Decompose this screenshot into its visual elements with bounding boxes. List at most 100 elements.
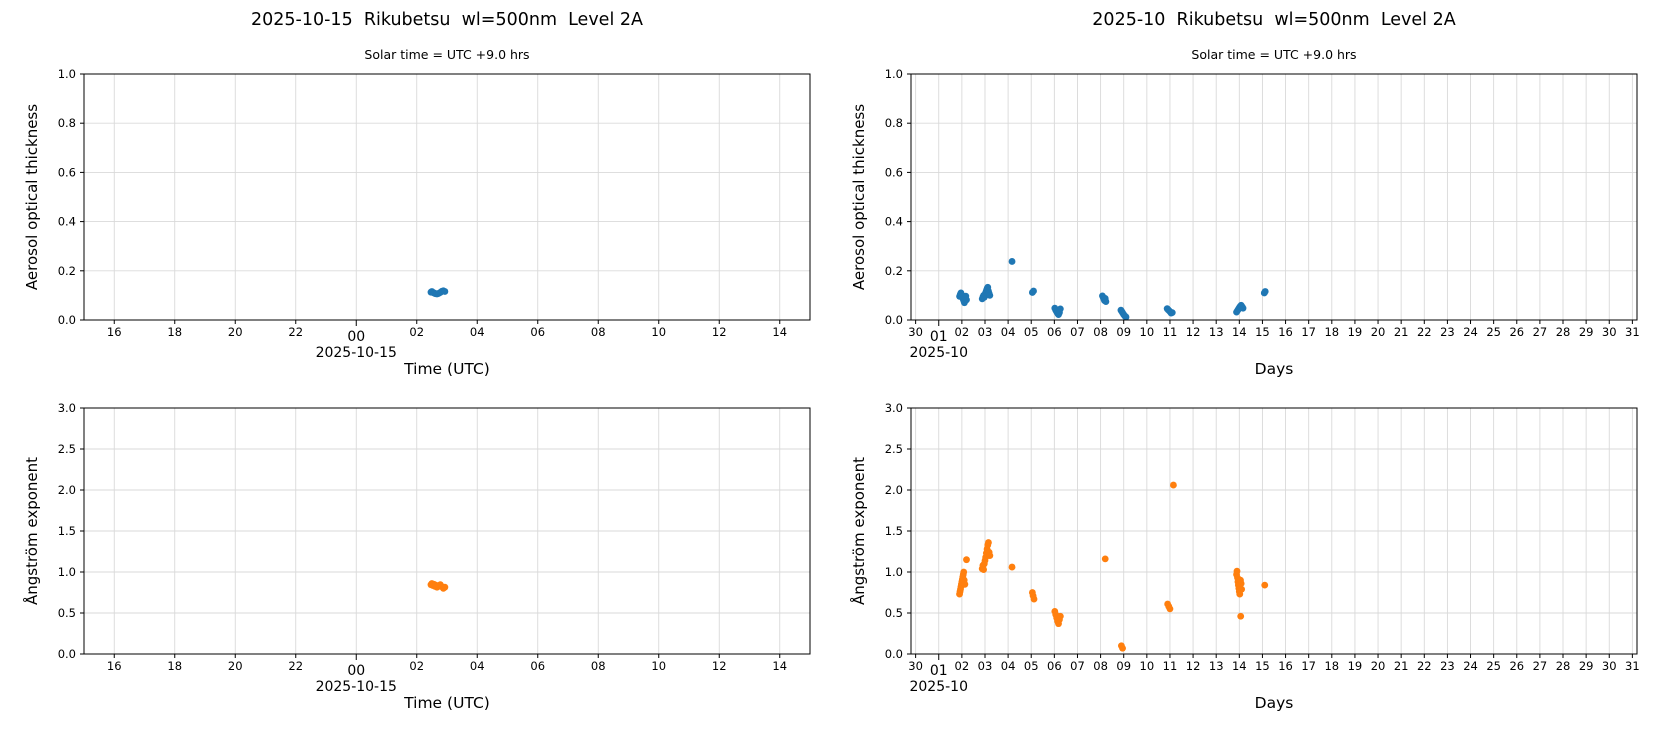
- svg-text:26: 26: [1509, 325, 1524, 339]
- svg-text:25: 25: [1486, 325, 1501, 339]
- svg-text:30: 30: [1602, 325, 1617, 339]
- svg-text:0.6: 0.6: [58, 165, 76, 179]
- svg-text:06: 06: [1047, 325, 1062, 339]
- svg-text:08: 08: [1093, 659, 1108, 673]
- svg-text:2.0: 2.0: [885, 483, 903, 497]
- svg-text:10: 10: [651, 659, 666, 673]
- svg-text:28: 28: [1556, 659, 1571, 673]
- svg-text:22: 22: [1417, 659, 1432, 673]
- svg-text:17: 17: [1301, 659, 1316, 673]
- angstrom-monthly-ylabel: Ångström exponent: [850, 456, 868, 606]
- svg-text:2.0: 2.0: [58, 483, 76, 497]
- svg-text:14: 14: [772, 659, 787, 673]
- svg-text:09: 09: [1116, 325, 1131, 339]
- svg-text:04: 04: [470, 325, 485, 339]
- svg-text:31: 31: [1625, 659, 1640, 673]
- svg-text:10: 10: [651, 325, 666, 339]
- svg-text:01: 01: [930, 329, 948, 345]
- svg-text:05: 05: [1024, 325, 1039, 339]
- svg-text:12: 12: [712, 325, 727, 339]
- svg-text:19: 19: [1348, 659, 1363, 673]
- svg-text:2025-10-15: 2025-10-15: [316, 679, 397, 695]
- svg-text:06: 06: [1047, 659, 1062, 673]
- svg-text:30: 30: [908, 325, 923, 339]
- svg-text:0.5: 0.5: [58, 606, 76, 620]
- svg-text:2025-10: 2025-10: [909, 345, 968, 361]
- svg-text:23: 23: [1440, 325, 1455, 339]
- svg-text:03: 03: [978, 659, 993, 673]
- angstrom-daily-ylabel: Ångström exponent: [23, 456, 41, 606]
- svg-text:27: 27: [1533, 659, 1548, 673]
- svg-text:16: 16: [107, 325, 122, 339]
- svg-text:0.2: 0.2: [58, 264, 76, 278]
- svg-text:00: 00: [347, 329, 365, 345]
- angstrom-daily-xlabel: Time (UTC): [404, 694, 490, 712]
- svg-text:12: 12: [712, 659, 727, 673]
- svg-text:19: 19: [1348, 325, 1363, 339]
- svg-text:0.8: 0.8: [885, 116, 903, 130]
- left-subtitle: Solar time = UTC +9.0 hrs: [364, 47, 530, 62]
- svg-text:00: 00: [347, 663, 365, 679]
- svg-text:06: 06: [530, 325, 545, 339]
- svg-text:0.5: 0.5: [885, 606, 903, 620]
- svg-text:24: 24: [1463, 325, 1478, 339]
- svg-text:1.5: 1.5: [885, 524, 903, 538]
- svg-text:10: 10: [1140, 659, 1155, 673]
- svg-text:22: 22: [1417, 325, 1432, 339]
- svg-text:1.0: 1.0: [58, 67, 76, 81]
- svg-text:1.0: 1.0: [58, 565, 76, 579]
- svg-text:04: 04: [470, 659, 485, 673]
- svg-text:23: 23: [1440, 659, 1455, 673]
- svg-text:20: 20: [228, 659, 243, 673]
- svg-text:22: 22: [288, 659, 303, 673]
- svg-text:1.0: 1.0: [885, 67, 903, 81]
- svg-text:20: 20: [1371, 325, 1386, 339]
- angstrom-monthly-xlabel: Days: [1254, 694, 1294, 712]
- svg-text:08: 08: [591, 325, 606, 339]
- svg-text:2.5: 2.5: [885, 442, 903, 456]
- svg-text:15: 15: [1255, 659, 1270, 673]
- svg-text:18: 18: [1324, 325, 1339, 339]
- svg-text:0.0: 0.0: [58, 647, 76, 661]
- svg-text:12: 12: [1186, 325, 1201, 339]
- svg-text:0.0: 0.0: [885, 313, 903, 327]
- svg-text:0.2: 0.2: [885, 264, 903, 278]
- svg-text:06: 06: [530, 659, 545, 673]
- svg-text:21: 21: [1394, 325, 1409, 339]
- svg-text:2025-10: 2025-10: [909, 679, 968, 695]
- svg-text:3.0: 3.0: [885, 401, 903, 415]
- aot-monthly-xlabel: Days: [1254, 360, 1294, 378]
- svg-text:22: 22: [288, 325, 303, 339]
- svg-text:14: 14: [1232, 659, 1247, 673]
- svg-text:25: 25: [1486, 659, 1501, 673]
- svg-text:0.8: 0.8: [58, 116, 76, 130]
- svg-text:3.0: 3.0: [58, 401, 76, 415]
- svg-text:20: 20: [1371, 659, 1386, 673]
- svg-text:0.4: 0.4: [58, 215, 76, 229]
- svg-text:30: 30: [1602, 659, 1617, 673]
- svg-text:20: 20: [228, 325, 243, 339]
- svg-text:14: 14: [772, 325, 787, 339]
- svg-text:12: 12: [1186, 659, 1201, 673]
- svg-text:26: 26: [1509, 659, 1524, 673]
- svg-text:29: 29: [1579, 659, 1594, 673]
- svg-text:24: 24: [1463, 659, 1478, 673]
- svg-text:07: 07: [1070, 325, 1085, 339]
- svg-text:21: 21: [1394, 659, 1409, 673]
- svg-text:05: 05: [1024, 659, 1039, 673]
- left-column-title: 2025-10-15 Rikubetsu wl=500nm Level 2A: [251, 10, 643, 30]
- svg-text:04: 04: [1001, 325, 1016, 339]
- svg-text:0.0: 0.0: [58, 313, 76, 327]
- svg-text:13: 13: [1209, 659, 1224, 673]
- svg-text:07: 07: [1070, 659, 1085, 673]
- svg-text:02: 02: [409, 325, 424, 339]
- svg-text:04: 04: [1001, 659, 1016, 673]
- svg-text:2025-10-15: 2025-10-15: [316, 345, 397, 361]
- svg-text:27: 27: [1533, 325, 1548, 339]
- svg-text:03: 03: [978, 325, 993, 339]
